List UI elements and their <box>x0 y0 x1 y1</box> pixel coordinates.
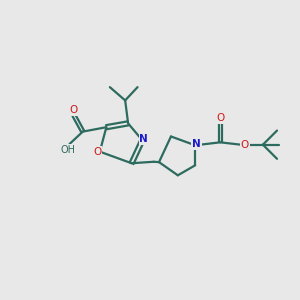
Text: OH: OH <box>61 145 76 155</box>
Text: N: N <box>192 140 201 149</box>
Text: O: O <box>69 105 77 115</box>
Text: O: O <box>241 140 249 150</box>
Text: N: N <box>140 134 148 144</box>
Text: O: O <box>93 147 102 157</box>
Text: O: O <box>216 113 224 123</box>
